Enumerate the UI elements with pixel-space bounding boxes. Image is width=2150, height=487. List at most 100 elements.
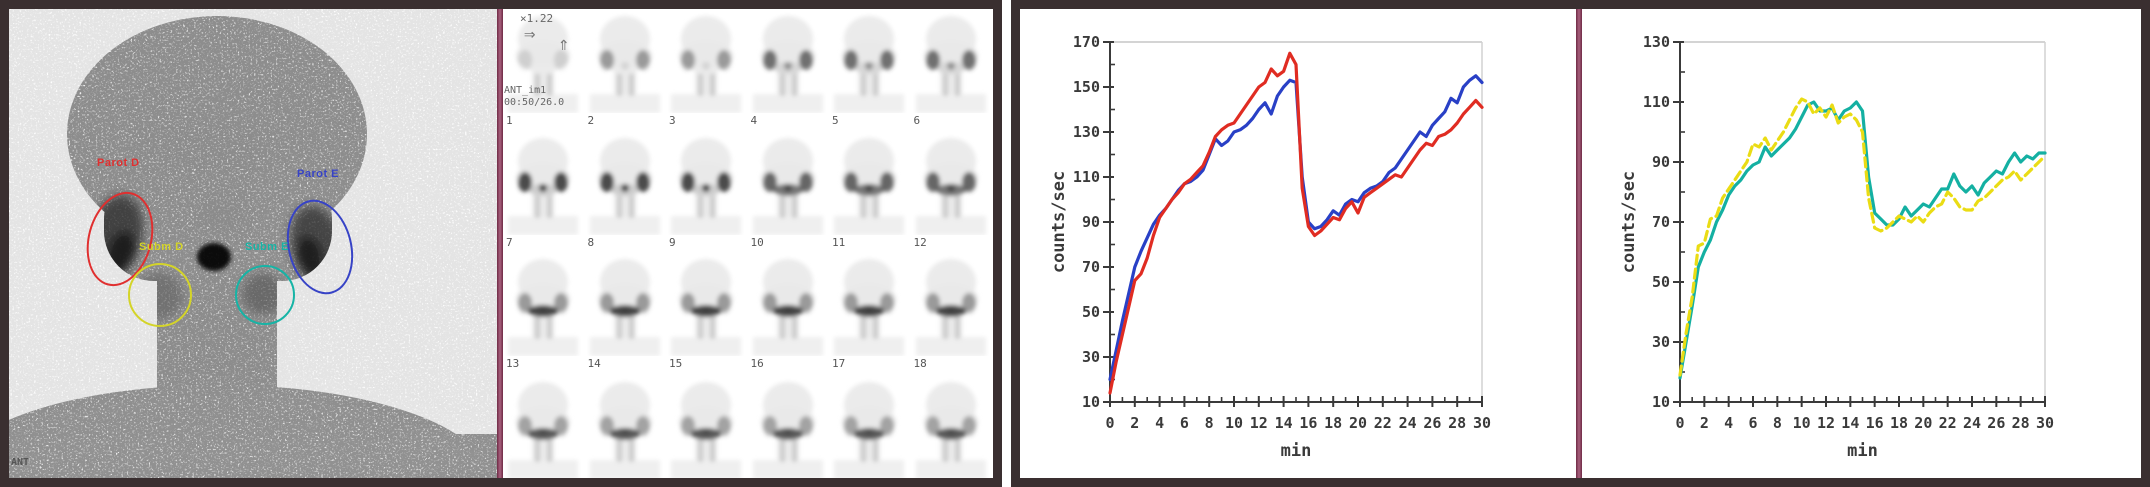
roi-submandibular-right-ellipse[interactable] bbox=[128, 263, 192, 327]
filmstrip-frame[interactable]: 11 bbox=[831, 134, 907, 249]
frame-number: 18 bbox=[913, 357, 927, 370]
filmstrip-frame[interactable]: 7 bbox=[505, 134, 581, 249]
chart-axes bbox=[1679, 42, 2045, 403]
filmstrip-frame[interactable]: 13 bbox=[505, 255, 581, 370]
svg-text:10: 10 bbox=[1652, 393, 1670, 411]
svg-text:20: 20 bbox=[1349, 414, 1367, 432]
time-activity-chart-submandibular: 10 30 50 70 90 110 130 0 2 4 6 8 10 12 14 16 18 20 22 24 26 2… bbox=[1582, 9, 2141, 478]
filmstrip-frame[interactable]: 5 bbox=[831, 12, 907, 127]
zoom-factor-label: ×1.22 bbox=[520, 12, 554, 25]
frame-thumbnail-image bbox=[912, 255, 989, 356]
svg-text:8: 8 bbox=[1773, 414, 1782, 432]
series-name-label: ANT_im1 bbox=[504, 85, 547, 96]
scintigram-image bbox=[9, 9, 497, 478]
frame-number: 17 bbox=[832, 357, 846, 370]
filmstrip-frame[interactable] bbox=[505, 378, 581, 478]
roi-label-subm-e: Subm E bbox=[245, 241, 289, 253]
filmstrip-frame[interactable] bbox=[831, 378, 907, 478]
svg-text:10: 10 bbox=[1082, 393, 1100, 411]
svg-text:18: 18 bbox=[1890, 414, 1908, 432]
svg-text:14: 14 bbox=[1275, 414, 1293, 432]
x-axis-label: min bbox=[1847, 441, 1878, 461]
svg-text:8: 8 bbox=[1205, 414, 1214, 432]
pan-right-arrow-icon[interactable]: ⇒ bbox=[524, 23, 536, 45]
roi-submandibular-left-ellipse[interactable] bbox=[235, 265, 295, 325]
frame-thumbnail-image bbox=[831, 134, 907, 235]
frame-number: 1 bbox=[506, 114, 513, 127]
frame-number: 2 bbox=[587, 114, 595, 127]
filmstrip-frame[interactable]: 15 bbox=[668, 255, 744, 370]
filmstrip-frame[interactable] bbox=[586, 378, 663, 478]
svg-text:130: 130 bbox=[1073, 123, 1100, 141]
pan-up-arrow-icon[interactable]: ⇑ bbox=[558, 33, 570, 55]
y-axis-ticks: 10 30 50 70 90 110 130 bbox=[1643, 33, 1685, 411]
svg-text:16: 16 bbox=[1866, 414, 1884, 432]
frame-number: 16 bbox=[750, 357, 764, 370]
svg-text:70: 70 bbox=[1082, 258, 1100, 276]
filmstrip-frame[interactable]: 8 bbox=[586, 134, 663, 249]
frame-number: 5 bbox=[832, 114, 839, 127]
frame-thumbnail-image bbox=[668, 134, 744, 235]
filmstrip-frame[interactable] bbox=[749, 378, 826, 478]
frame-number: 10 bbox=[750, 236, 764, 249]
filmstrip-frame[interactable] bbox=[668, 378, 744, 478]
plot-frame bbox=[1680, 41, 2046, 402]
frame-thumbnail-image bbox=[668, 378, 744, 478]
svg-text:30: 30 bbox=[1473, 414, 1491, 432]
svg-text:24: 24 bbox=[1399, 414, 1417, 432]
roi-label-subm-d: Subm D bbox=[139, 241, 184, 253]
frame-thumbnail-image bbox=[912, 134, 989, 235]
svg-text:20: 20 bbox=[1914, 414, 1932, 432]
filmstrip-frame[interactable]: 10 bbox=[749, 134, 826, 249]
frame-number: 7 bbox=[506, 236, 513, 249]
y-axis-ticks: 10 30 50 70 90 110 130 150 170 bbox=[1073, 33, 1115, 411]
frame-thumbnail-image bbox=[505, 378, 581, 478]
svg-text:4: 4 bbox=[1155, 414, 1164, 432]
scintigram-panel: Parot D Parot E Subm D Subm E ANT bbox=[9, 9, 497, 478]
filmstrip-frame[interactable] bbox=[912, 378, 989, 478]
chart-series bbox=[1108, 51, 1484, 395]
x-axis-ticks: 0 2 4 6 8 10 12 14 16 18 20 22 24 26 28 30 bbox=[1105, 396, 1491, 432]
svg-text:110: 110 bbox=[1643, 93, 1670, 111]
y-axis-label: counts/sec bbox=[1619, 171, 1639, 273]
filmstrip-frame[interactable]: 4 bbox=[749, 12, 826, 127]
frame-number: 14 bbox=[587, 357, 601, 370]
filmstrip-frame[interactable]: 16 bbox=[749, 255, 826, 370]
svg-text:12: 12 bbox=[1250, 414, 1268, 432]
frame-thumbnail-image bbox=[586, 134, 663, 235]
frame-thumbnail-image bbox=[586, 255, 663, 356]
svg-text:0: 0 bbox=[1105, 414, 1114, 432]
svg-text:16: 16 bbox=[1299, 414, 1317, 432]
frame-thumbnail-image bbox=[831, 378, 907, 478]
svg-text:28: 28 bbox=[2012, 414, 2030, 432]
frame-thumbnail-image bbox=[749, 134, 826, 235]
filmstrip-frame[interactable]: 17 bbox=[831, 255, 907, 370]
filmstrip-frame[interactable]: 1 bbox=[505, 12, 581, 127]
right-figure-panel: 10 30 50 70 90 110 130 150 170 0 2 4 6 8 10 12 14 16 18 20 2… bbox=[1011, 0, 2150, 487]
frame-thumbnail-image bbox=[831, 255, 907, 356]
x-axis-ticks: 0 2 4 6 8 10 12 14 16 18 20 22 24 26 28 30 bbox=[1675, 396, 2054, 432]
svg-text:2: 2 bbox=[1700, 414, 1709, 432]
series-line-parot-d bbox=[1108, 51, 1484, 395]
frame-thumbnail-image bbox=[749, 12, 826, 113]
svg-text:70: 70 bbox=[1652, 213, 1670, 231]
filmstrip-frame[interactable]: 3 bbox=[668, 12, 744, 127]
frame-thumbnail-image bbox=[505, 255, 581, 356]
filmstrip-frame[interactable]: 9 bbox=[668, 134, 744, 249]
filmstrip-frame[interactable]: 14 bbox=[586, 255, 663, 370]
filmstrip-frame[interactable]: 6 bbox=[912, 12, 989, 127]
y-axis-label: counts/sec bbox=[1049, 171, 1069, 273]
filmstrip-frame[interactable]: 18 bbox=[912, 255, 989, 370]
filmstrip-frame[interactable]: 2 bbox=[586, 12, 663, 127]
svg-text:22: 22 bbox=[1939, 414, 1957, 432]
svg-text:18: 18 bbox=[1324, 414, 1342, 432]
frame-thumbnail-image bbox=[586, 378, 663, 478]
svg-text:6: 6 bbox=[1180, 414, 1189, 432]
plot-frame bbox=[1110, 41, 1483, 402]
series-line-subm-e bbox=[1678, 100, 2047, 380]
filmstrip-frame[interactable]: 12 bbox=[912, 134, 989, 249]
chart-divider bbox=[1576, 9, 1582, 478]
frame-number: 11 bbox=[832, 236, 846, 249]
